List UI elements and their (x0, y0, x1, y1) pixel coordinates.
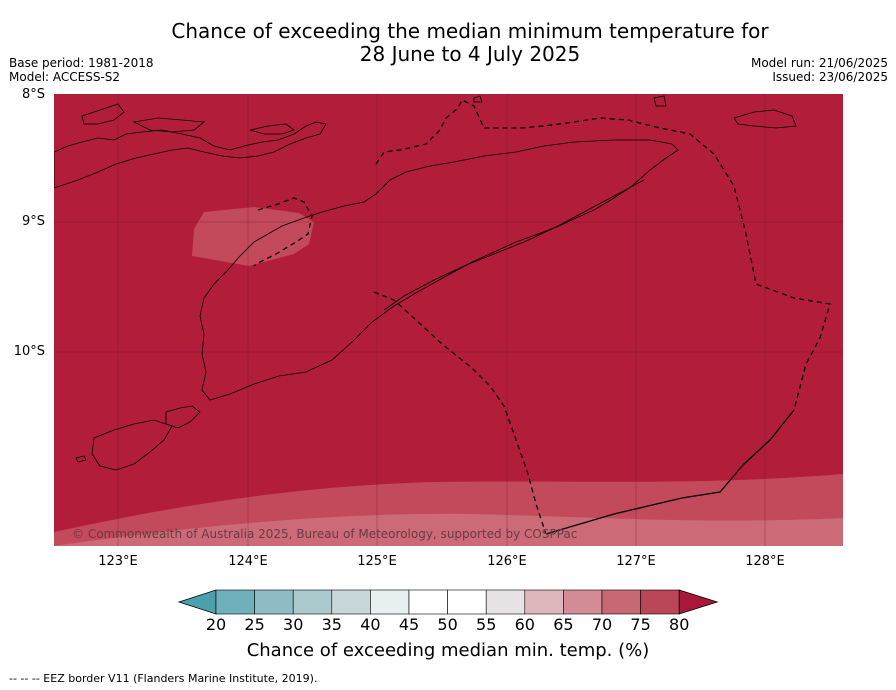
colorbar-cell (331, 589, 371, 615)
meta-right: Model run: 21/06/2025 Issued: 23/06/2025 (751, 56, 888, 84)
colorbar-cell (292, 589, 333, 615)
coastline-pantar (249, 123, 295, 135)
colorbar-tick-label: 80 (669, 615, 690, 634)
coastlines (54, 95, 797, 471)
colorbar-tick-label: 20 (205, 615, 227, 634)
gridlines (54, 94, 843, 546)
issued-date: Issued: 23/06/2025 (772, 70, 888, 84)
colorbar-tick-label: 65 (553, 615, 574, 634)
colorbar-tick-label: 70 (591, 615, 613, 634)
colorbar-tick-label: 50 (437, 615, 458, 634)
colorbar-cell (408, 589, 448, 615)
coastline-timor (199, 139, 679, 401)
colorbar-cells (177, 589, 719, 615)
colorbar-tick-label: 25 (244, 615, 265, 634)
colorbar-title: Chance of exceeding median min. temp. (%… (246, 640, 650, 661)
title-line-2: 28 June to 4 July 2025 (359, 42, 581, 66)
coastline-flores (54, 121, 327, 189)
model-run: Model run: 21/06/2025 (750, 56, 888, 70)
prob-band-70-75 (54, 513, 843, 546)
lon-label-123e: 123°E (98, 554, 138, 569)
coastline-timor-ridge (383, 179, 645, 311)
colorbar-tick-label: 60 (514, 615, 535, 634)
coastline-savu (91, 419, 173, 471)
base-period: Base period: 1981-2018 (9, 56, 154, 70)
coastline-ndao (75, 455, 87, 463)
colorbar-tick-label: 35 (321, 615, 342, 634)
eez-border-australia (545, 409, 795, 535)
colorbar-cell (254, 589, 294, 615)
colorbar-cell (215, 589, 255, 615)
eez-border-north (375, 99, 831, 411)
model-name: Model: ACCESS-S2 (9, 70, 121, 84)
colorbar-cell (524, 589, 564, 615)
title-line-1: Chance of exceeding the median minimum t… (171, 19, 769, 43)
map-panel (54, 94, 843, 546)
lat-label-10s: 10°S (13, 344, 45, 359)
coastline-alor (81, 103, 125, 125)
coastline-small-island-2 (473, 95, 483, 103)
lon-label-124e: 124°E (228, 554, 268, 569)
coastline-alor-2 (132, 117, 206, 133)
lat-label-9s: 9°S (21, 214, 45, 229)
coastline-small-island-1 (653, 95, 667, 107)
lon-label-125e: 125°E (357, 554, 397, 569)
meta-left: Base period: 1981-2018 Model: ACCESS-S2 (9, 56, 154, 84)
lon-label-126e: 126°E (487, 554, 527, 569)
colorbar-cell (601, 589, 641, 615)
lon-label-128e: 128°E (745, 554, 785, 569)
colorbar-tick-label: 30 (283, 615, 304, 634)
colorbar-cell (447, 589, 487, 615)
colorbar-cell (370, 589, 410, 615)
colorbar-tick-label: 45 (398, 615, 420, 634)
colorbar (177, 589, 719, 615)
eez-border (253, 99, 831, 535)
colorbar-extend-high (678, 589, 719, 615)
map-title: Chance of exceeding the median minimum t… (0, 20, 896, 66)
lat-label-8s: 8°S (21, 87, 45, 102)
colorbar-tick-label: 40 (360, 615, 381, 634)
coastline-wetar (733, 109, 797, 129)
prob-field-80plus (54, 94, 843, 546)
map-svg (54, 94, 843, 546)
colorbar-cell (640, 589, 680, 615)
colorbar-tick-label: 75 (630, 615, 651, 634)
colorbar-cell (485, 589, 526, 615)
colorbar-extend-low (177, 589, 217, 615)
lon-label-127e: 127°E (616, 554, 656, 569)
eez-border-timor-west (253, 197, 313, 267)
colorbar-tick-label: 55 (476, 615, 497, 634)
colorbar-cell (563, 589, 603, 615)
copyright-notice: © Commonwealth of Australia 2025, Bureau… (72, 527, 578, 541)
eez-footnote: -- -- -- EEZ border V11 (Flanders Marine… (9, 672, 318, 685)
